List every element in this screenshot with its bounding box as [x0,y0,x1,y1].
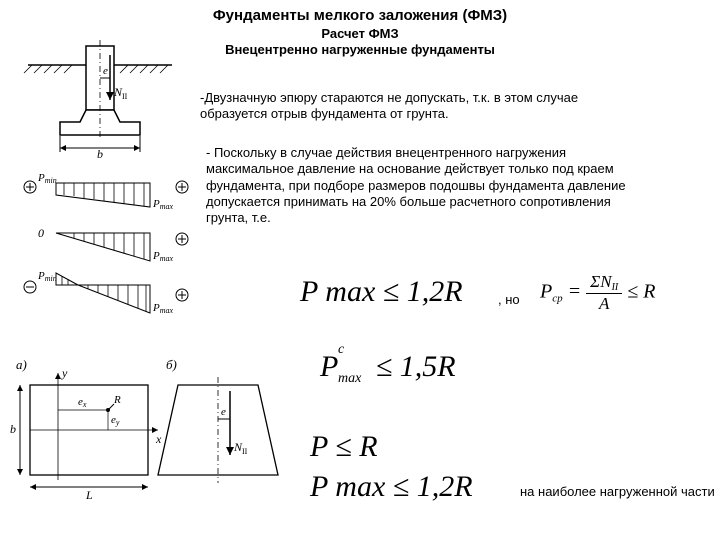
diagram-plan-views: a) б) x y R ex ey b L e NII [8,355,298,525]
pcp-top-sub: II [612,282,619,293]
formula-pmax-12r-again: P max ≤ 1,2R [310,470,473,504]
title-line1: Фундаменты мелкого заложения (ФМЗ) [0,6,720,26]
svg-text:L: L [85,488,93,502]
svg-text:a): a) [16,357,27,372]
formula-f1-note: , но [498,292,520,307]
svg-text:e: e [103,65,108,77]
svg-text:0: 0 [38,226,44,240]
svg-text:Pmax: Pmax [152,198,174,211]
f3-sub: max [338,371,361,387]
svg-text:e: e [221,406,226,418]
svg-text:b: b [97,147,103,160]
svg-text:b: b [10,422,16,436]
svg-text:NII: NII [113,85,128,101]
pcp-tail: ≤ R [627,281,655,303]
pcp-sub: cp [552,293,562,305]
svg-text:Pmin: Pmin [37,270,57,283]
f3-tail: ≤ 1,5R [376,350,456,383]
formula-pcp: Pcp = ΣNII A ≤ R [540,272,655,314]
paragraph-2: - Поскольку в случае действия внецентрен… [206,145,641,226]
diagram-foundation-section: e NII b [20,40,180,160]
pcp-bot: A [586,294,622,314]
svg-text:R: R [113,394,121,406]
svg-text:y: y [61,366,68,380]
pcp-eq: = [568,281,587,303]
paragraph-1: -Двузначную эпюру стараются не допускать… [200,90,640,123]
pcp-P: P [540,281,552,303]
svg-text:б): б) [166,357,177,372]
formula-pmax-12r: P max ≤ 1,2R [300,275,463,309]
f3-P: P [320,350,338,383]
svg-text:Pmax: Pmax [152,250,174,263]
formula-pmaxc-15r: Pcmax ≤ 1,5R [320,350,456,384]
svg-text:Pmax: Pmax [152,302,174,315]
svg-text:x: x [155,432,162,446]
pcp-top: ΣN [590,272,611,291]
diagram-pressure-epures: Pmin Pmax 0 Pmax Pmin Pmax [8,165,198,320]
formula-p-le-r: P ≤ R [310,430,378,464]
f3-sup: c [338,342,344,358]
svg-text:Pmin: Pmin [37,172,57,185]
formula-f1-text: P max ≤ 1,2R [300,275,463,308]
formula-f5-note: на наиболее нагруженной части [520,484,715,500]
